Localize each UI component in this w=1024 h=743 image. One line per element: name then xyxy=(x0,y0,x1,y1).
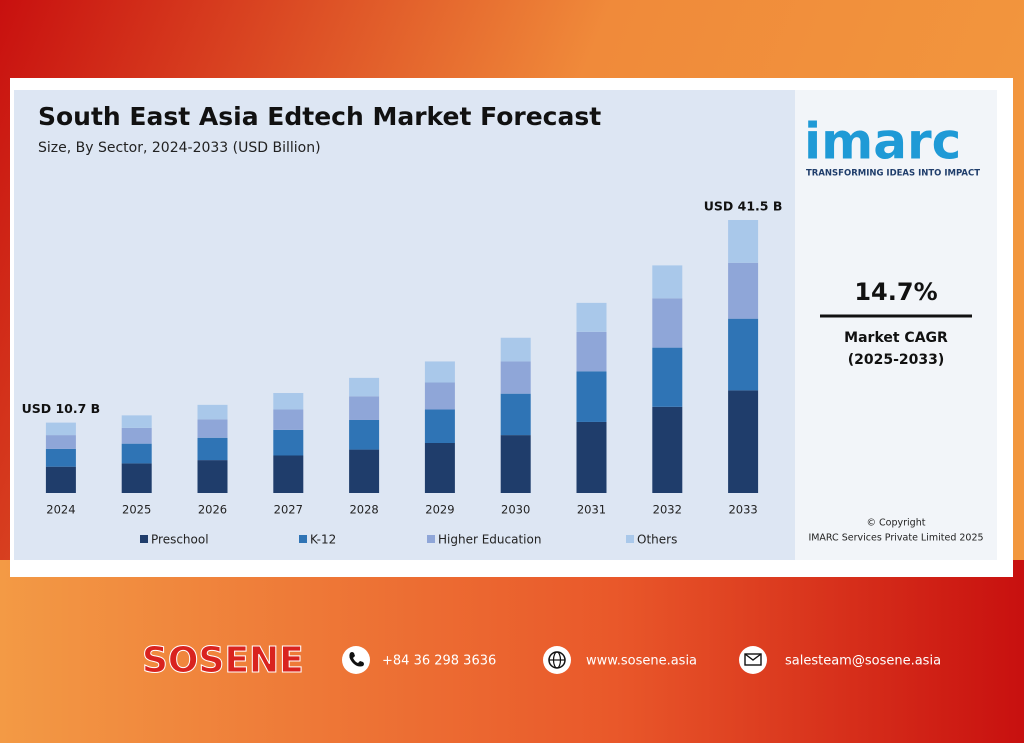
bar-segment xyxy=(349,419,380,450)
cagr-label: Market CAGR xyxy=(844,330,948,346)
copyright-owner: IMARC Services Private Limited 2025 xyxy=(808,533,983,544)
x-tick-label: 2024 xyxy=(46,503,75,517)
bar-segment xyxy=(500,337,531,362)
x-tick-label: 2030 xyxy=(501,503,530,517)
total-label: USD 41.5 B xyxy=(704,199,783,214)
bar-segment xyxy=(45,466,76,493)
legend-swatch xyxy=(299,535,307,543)
legend-swatch xyxy=(626,535,634,543)
bar-segment xyxy=(424,443,455,493)
bar-segment xyxy=(197,419,228,438)
bar-segment xyxy=(273,409,304,430)
mail-glyph xyxy=(744,653,762,666)
x-tick-label: 2033 xyxy=(728,503,757,517)
bar-segment xyxy=(273,455,304,493)
bar-segment xyxy=(728,262,759,319)
legend-swatch xyxy=(427,535,435,543)
bar-segment xyxy=(197,437,228,461)
bar-segment xyxy=(576,331,607,372)
bar-segment xyxy=(424,361,455,383)
web-glyph xyxy=(552,651,562,669)
bar-segment xyxy=(500,435,531,493)
brand-logo: imarc xyxy=(804,113,961,171)
phone-glyph xyxy=(349,652,364,667)
x-tick-label: 2031 xyxy=(577,503,606,517)
legend-label: Preschool xyxy=(151,533,209,547)
copyright: © Copyright xyxy=(867,518,926,529)
mail-glyph xyxy=(744,653,762,661)
bar-segment xyxy=(45,448,76,467)
side-panel xyxy=(795,90,997,560)
bar-segment xyxy=(197,404,228,420)
bar-segment xyxy=(576,302,607,332)
x-tick-label: 2026 xyxy=(198,503,227,517)
footer-background xyxy=(0,560,1024,743)
bar-segment xyxy=(121,415,152,428)
bar-segment xyxy=(424,382,455,410)
x-tick-label: 2032 xyxy=(653,503,682,517)
footer-phone[interactable]: +84 36 298 3636 xyxy=(382,654,496,669)
bar-segment xyxy=(728,318,759,391)
bar-segment xyxy=(121,443,152,464)
footer-logo: SOSENE xyxy=(142,640,304,681)
bar-segment xyxy=(652,265,683,299)
x-tick-label: 2027 xyxy=(274,503,303,517)
bar-segment xyxy=(728,220,759,263)
bar-segment xyxy=(273,393,304,410)
bar-segment xyxy=(576,371,607,422)
bar-segment xyxy=(121,427,152,444)
bar-segment xyxy=(45,435,76,449)
bar-segment xyxy=(576,421,607,493)
bar-segment xyxy=(652,347,683,407)
bar-segment xyxy=(349,449,380,493)
phone-icon xyxy=(342,646,370,674)
brand-tagline: TRANSFORMING IDEAS INTO IMPACT xyxy=(806,169,980,179)
bar-segment xyxy=(500,361,531,394)
bar-segment xyxy=(273,429,304,456)
footer-email[interactable]: salesteam@sosene.asia xyxy=(785,654,941,669)
bar-segment xyxy=(45,422,76,436)
x-tick-label: 2029 xyxy=(425,503,454,517)
cagr-period: (2025-2033) xyxy=(848,352,945,368)
chart-subtitle: Size, By Sector, 2024-2033 (USD Billion) xyxy=(38,140,321,156)
x-tick-label: 2025 xyxy=(122,503,151,517)
bar-segment xyxy=(500,393,531,436)
legend-label: K-12 xyxy=(310,533,336,547)
x-tick-label: 2028 xyxy=(349,503,378,517)
bar-segment xyxy=(424,409,455,444)
bar-segment xyxy=(197,460,228,493)
legend-swatch xyxy=(140,535,148,543)
bar-segment xyxy=(121,463,152,493)
legend-label: Higher Education xyxy=(438,533,541,547)
chart-title: South East Asia Edtech Market Forecast xyxy=(38,102,601,131)
bar-segment xyxy=(728,390,759,493)
total-label: USD 10.7 B xyxy=(22,401,101,416)
cagr-value: 14.7% xyxy=(854,278,937,306)
bar-segment xyxy=(652,298,683,348)
legend-label: Others xyxy=(637,533,677,547)
footer-website[interactable]: www.sosene.asia xyxy=(586,654,697,669)
bar-segment xyxy=(349,377,380,397)
bar-segment xyxy=(652,406,683,493)
bar-segment xyxy=(349,396,380,420)
